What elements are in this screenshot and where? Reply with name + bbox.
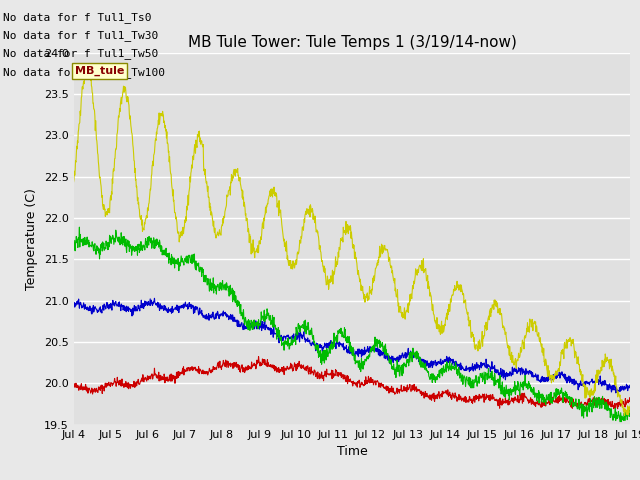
Tul1_Ts-32 [627,396,634,402]
Tul1_Ts-8 [76,224,83,230]
Tul1_Ts-16 [561,371,568,377]
Tul1_Tw+10 [621,413,628,419]
Title: MB Tule Tower: Tule Temps 1 (3/19/14-now): MB Tule Tower: Tule Temps 1 (3/19/14-now… [188,35,516,50]
Tul1_Ts-32 [256,363,264,369]
Tul1_Ts-32 [255,354,262,360]
Tul1_Ts-8 [194,262,202,267]
Tul1_Ts-8 [180,258,188,264]
Tul1_Tw+10 [561,339,568,345]
Tul1_Ts-16 [180,304,188,310]
Tul1_Ts-32 [193,368,201,373]
Tul1_Ts-16 [70,300,77,306]
Tul1_Tw+10 [83,63,91,69]
Text: No data for f Tul1_Tw100: No data for f Tul1_Tw100 [3,67,165,78]
Tul1_Ts-32 [561,395,568,400]
X-axis label: Time: Time [337,445,367,458]
Tul1_Ts-8 [627,410,634,416]
Tul1_Ts-16 [194,307,202,312]
Y-axis label: Temperature (C): Temperature (C) [26,188,38,290]
Line: Tul1_Ts-32: Tul1_Ts-32 [74,357,630,408]
Tul1_Ts-32 [439,391,447,397]
Text: No data for f Tul1_Ts0: No data for f Tul1_Ts0 [3,12,152,23]
Tul1_Tw+10 [70,179,77,185]
Tul1_Tw+10 [439,327,447,333]
Tul1_Ts-16 [150,295,158,301]
Tul1_Tw+10 [256,241,264,247]
Tul1_Ts-32 [614,406,621,411]
Legend: Tul1_Ts-32, Tul1_Ts-16, Tul1_Ts-8, Tul1_Tw+10: Tul1_Ts-32, Tul1_Ts-16, Tul1_Ts-8, Tul1_… [146,474,558,480]
Tul1_Tw+10 [194,133,202,139]
Tul1_Ts-8 [439,371,447,377]
Tul1_Ts-16 [612,390,620,396]
Tul1_Ts-16 [511,369,519,374]
Tul1_Ts-8 [511,392,519,397]
Line: Tul1_Ts-16: Tul1_Ts-16 [74,298,630,393]
Tul1_Ts-32 [70,383,77,389]
Line: Tul1_Tw+10: Tul1_Tw+10 [74,66,630,416]
Tul1_Ts-8 [256,323,264,328]
Tul1_Ts-32 [180,372,188,378]
Tul1_Ts-8 [617,419,625,425]
Tul1_Tw+10 [511,356,519,361]
Tul1_Ts-8 [561,391,568,396]
Tul1_Tw+10 [627,401,634,407]
Text: No data for f Tul1_Tw30: No data for f Tul1_Tw30 [3,30,159,41]
Tul1_Ts-8 [70,247,77,253]
Line: Tul1_Ts-8: Tul1_Ts-8 [74,227,630,422]
Text: No data for f Tul1_Tw50: No data for f Tul1_Tw50 [3,48,159,60]
Tul1_Ts-16 [439,358,447,363]
Tul1_Ts-16 [256,324,264,330]
Tul1_Tw+10 [180,225,188,230]
Tul1_Ts-32 [511,397,519,403]
Text: MB_tule: MB_tule [74,66,124,76]
Tul1_Ts-16 [627,383,634,389]
